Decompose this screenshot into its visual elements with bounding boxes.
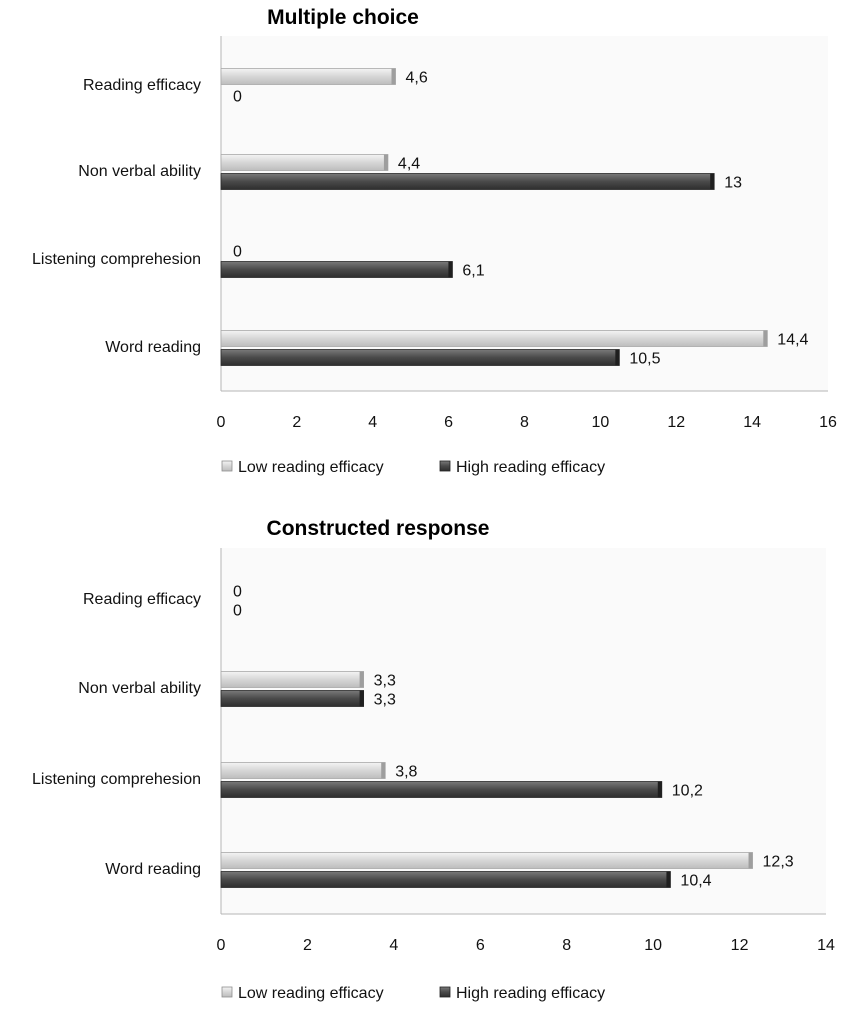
x-tick-label: 8 <box>520 414 529 431</box>
bar-cap <box>748 852 753 869</box>
x-tick-label: 12 <box>667 414 685 431</box>
x-tick-label: 4 <box>368 414 377 431</box>
bar-cap <box>657 781 662 798</box>
data-label: 10,5 <box>629 351 660 368</box>
category-label: Word reading <box>105 339 201 356</box>
data-label: 12,3 <box>763 854 794 871</box>
data-label: 0 <box>233 89 242 106</box>
data-label: 0 <box>233 244 242 261</box>
data-label: 10,2 <box>672 783 703 800</box>
legend-label: Low reading efficacy <box>238 985 384 1002</box>
category-label: Reading efficacy <box>83 591 201 608</box>
category-label: Reading efficacy <box>83 77 201 94</box>
bar <box>220 261 453 278</box>
x-tick-label: 4 <box>389 937 398 954</box>
bar-cap <box>710 173 715 190</box>
bar-cap <box>391 68 396 85</box>
legend-label: Low reading efficacy <box>238 459 384 476</box>
x-tick-label: 6 <box>476 937 485 954</box>
bar-cap <box>381 762 386 779</box>
x-tick-label: 8 <box>562 937 571 954</box>
legend-label: High reading efficacy <box>456 985 605 1002</box>
data-label: 0 <box>233 603 242 620</box>
x-tick-label: 2 <box>292 414 301 431</box>
chart-1: Multiple choice 0 2 4 6 8 10 12 14 16 Word reading… <box>32 6 837 476</box>
legend-swatch <box>439 460 451 472</box>
bar-cap <box>448 261 453 278</box>
category-label: Listening comprehesion <box>32 771 201 788</box>
bar-cap <box>615 349 620 366</box>
x-tick-label: 10 <box>591 414 609 431</box>
legend-swatch <box>439 986 451 998</box>
data-label: 3,3 <box>374 692 396 709</box>
data-label: 0 <box>233 584 242 601</box>
data-label: 3,8 <box>395 764 417 781</box>
data-label: 4,6 <box>406 70 428 87</box>
data-label: 3,3 <box>374 673 396 690</box>
legend-swatch <box>221 460 233 472</box>
x-tick-label: 14 <box>743 414 761 431</box>
bar-cap <box>383 154 388 171</box>
chart-title: Constructed response <box>267 517 490 540</box>
data-label: 10,4 <box>680 873 711 890</box>
x-tick-label: 0 <box>217 937 226 954</box>
bar <box>220 330 768 347</box>
bar <box>220 852 753 869</box>
x-tick-label: 16 <box>819 414 837 431</box>
bar <box>220 154 389 171</box>
x-tick-label: 10 <box>644 937 662 954</box>
bar-cap <box>763 330 768 347</box>
bar <box>220 349 620 366</box>
bar-cap <box>359 690 364 707</box>
chart-2: Constructed response 0 2 4 6 8 10 12 14 Word read… <box>32 517 835 1002</box>
bar <box>220 871 671 888</box>
data-label: 14,4 <box>777 332 808 349</box>
category-label: Listening comprehesion <box>32 251 201 268</box>
x-tick-label: 12 <box>731 937 749 954</box>
x-tick-label: 6 <box>444 414 453 431</box>
chart-title: Multiple choice <box>267 6 419 29</box>
data-label: 6,1 <box>462 263 484 280</box>
bar <box>220 68 396 85</box>
bar <box>220 781 663 798</box>
bar <box>220 690 365 707</box>
category-label: Non verbal ability <box>78 680 201 697</box>
category-label: Word reading <box>105 861 201 878</box>
x-tick-label: 2 <box>303 937 312 954</box>
data-label: 4,4 <box>398 156 420 173</box>
legend-swatch <box>221 986 233 998</box>
legend-label: High reading efficacy <box>456 459 605 476</box>
category-label: Non verbal ability <box>78 163 201 180</box>
data-label: 13 <box>724 175 742 192</box>
bar <box>220 762 386 779</box>
x-tick-label: 14 <box>817 937 835 954</box>
bar <box>220 173 715 190</box>
bar-cap <box>359 671 364 688</box>
bar-cap <box>666 871 671 888</box>
bar <box>220 671 365 688</box>
x-tick-label: 0 <box>217 414 226 431</box>
